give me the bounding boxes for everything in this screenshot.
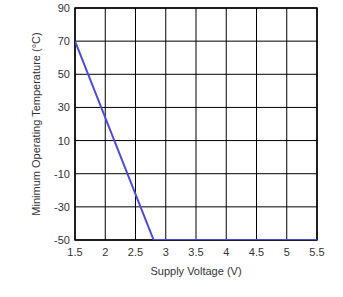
y-grid-line [75, 173, 317, 174]
x-grid-line [105, 8, 106, 240]
y-tick-label: 10 [58, 135, 70, 147]
y-tick-label: 50 [58, 68, 70, 80]
x-tick-label: 4.5 [249, 246, 264, 258]
x-grid-line [196, 8, 197, 240]
x-tick-label: 5 [284, 246, 290, 258]
x-tick-label: 4 [223, 246, 229, 258]
chart: 1.5 2 2.5 3 3.5 4 4.5 5 5.5 -50 -30 -10 10 30 50 70 90 Su… [0, 0, 343, 297]
x-grid-line [256, 8, 257, 240]
y-grid-line [75, 140, 317, 141]
x-grid-line [135, 8, 136, 240]
y-tick-label: 90 [58, 2, 70, 14]
x-tick-label: 2.5 [128, 246, 143, 258]
x-grid-line [165, 8, 166, 240]
plot-frame [75, 8, 317, 240]
x-tick-label: 3 [163, 246, 169, 258]
y-tick-label: -50 [54, 234, 70, 246]
x-tick-label: 2 [102, 246, 108, 258]
x-axis-label: Supply Voltage (V) [150, 265, 241, 277]
x-grid-line [226, 8, 227, 240]
y-grid-line [75, 74, 317, 75]
y-grid-line [75, 41, 317, 42]
x-tick-label: 3.5 [188, 246, 203, 258]
y-tick-label: -10 [54, 168, 70, 180]
y-tick-label: 30 [58, 101, 70, 113]
x-tick-label: 5.5 [309, 246, 324, 258]
x-tick-label: 1.5 [67, 246, 82, 258]
y-axis-label: Minimum Operating Temperature (°C) [30, 32, 42, 215]
data-group [75, 41, 317, 240]
y-grid-line [75, 107, 317, 108]
data-line [75, 41, 317, 240]
y-tick-label: 70 [58, 35, 70, 47]
x-grid-line [286, 8, 287, 240]
y-tick-label: -30 [54, 201, 70, 213]
y-grid-line [75, 206, 317, 207]
